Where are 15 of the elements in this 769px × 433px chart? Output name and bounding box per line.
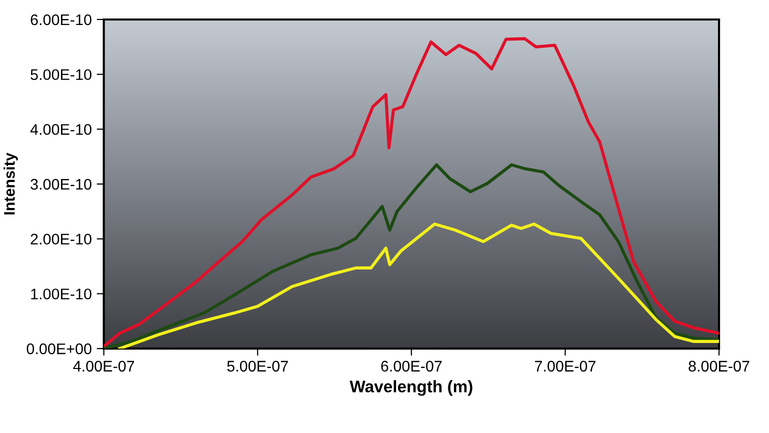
y-axis-title: Intensity [4,152,18,214]
y-tick-label: 0.00E+00 [26,343,92,354]
y-tick-label: 6.00E-10 [30,14,92,26]
x-tick-label: 4.00E-07 [73,360,134,372]
y-tick-label: 5.00E-10 [30,69,92,80]
x-tick-label: 7.00E-07 [534,360,596,372]
x-tick-label: 6.00E-07 [381,360,442,372]
y-tick-label: 3.00E-10 [30,178,92,190]
x-tick-label: 5.00E-07 [227,360,288,372]
x-axis-title: Wavelength (m) [350,380,472,396]
y-tick-label: 2.00E-10 [30,234,92,245]
line-series [118,222,720,349]
x-tick-label: 8.00E-07 [688,360,750,372]
y-tick-label: 4.00E-10 [30,124,92,135]
y-tick-label: 1.00E-10 [31,288,92,300]
